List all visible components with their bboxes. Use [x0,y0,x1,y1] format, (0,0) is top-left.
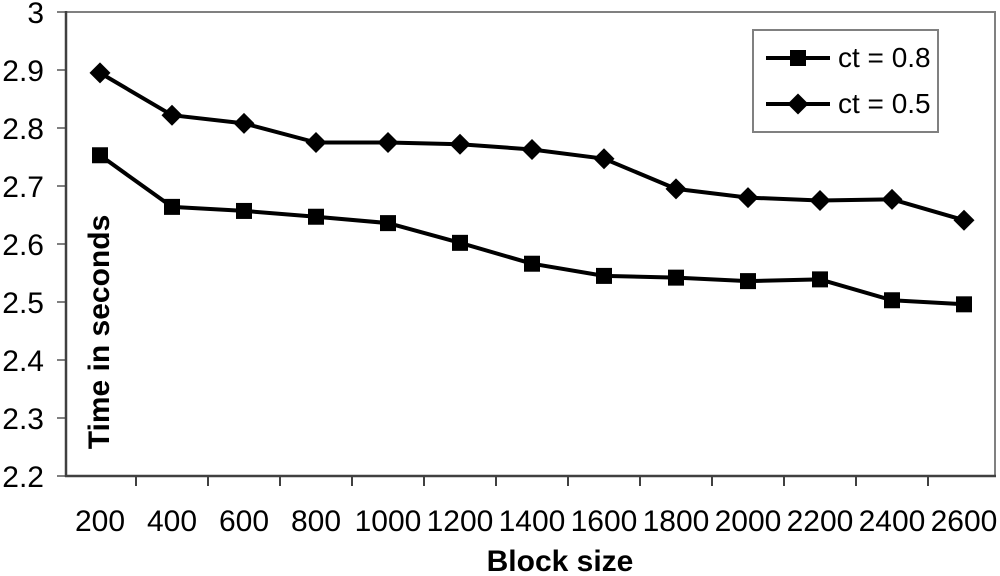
x-tick-label: 200 [75,505,125,538]
diamond-marker-icon [449,133,471,155]
x-tick-label: 2600 [931,505,998,538]
y-tick-label: 2.5 [2,287,44,320]
square-marker-icon [164,198,180,215]
x-tick-label: 1800 [643,505,710,538]
square-marker-icon [308,208,324,225]
y-tick-label: 2.6 [2,229,44,262]
square-marker-icon [790,50,806,66]
legend: ct = 0.8 ct = 0.5 [752,29,939,133]
x-tick-label: 1600 [571,505,638,538]
diamond-marker-icon [521,138,543,160]
square-marker-icon [596,267,612,284]
square-marker-icon [956,296,972,313]
diamond-marker-icon [233,112,255,134]
y-tick-label: 2.2 [2,461,44,494]
diamond-marker-icon [305,132,327,153]
square-marker-icon [812,271,828,288]
y-tick-label: 2.4 [2,345,44,378]
square-marker-icon [884,292,900,309]
square-marker-icon [668,269,684,286]
diamond-marker-icon [89,62,111,84]
square-marker-icon [740,273,756,290]
y-tick-label: 2.9 [2,55,44,88]
x-tick-label: 800 [291,505,341,538]
diamond-marker-icon [593,148,615,170]
x-tick-label: 2000 [715,505,782,538]
y-tick-label: 3 [27,0,44,30]
legend-item: ct = 0.5 [766,90,933,118]
diamond-marker-icon [665,178,687,200]
square-marker-icon [236,202,252,219]
square-marker-icon [92,147,108,164]
diamond-marker-icon [809,190,831,211]
x-axis-title: Block size [487,545,634,576]
diamond-marker-icon [787,93,809,115]
square-marker-icon [380,215,396,232]
diamond-marker-icon [881,188,903,210]
y-tick-label: 2.8 [2,113,44,146]
legend-sample-square-icon [766,50,830,66]
y-axis-title: Time in seconds [83,215,116,450]
x-tick-label: 600 [219,505,269,538]
y-tick-label: 2.7 [2,171,44,204]
legend-sample-diamond-icon [766,93,830,115]
legend-label: ct = 0.5 [838,88,931,119]
diamond-marker-icon [377,132,399,153]
legend-item: ct = 0.8 [766,44,933,72]
x-tick-label: 1400 [499,505,566,538]
y-tick-label: 2.3 [2,403,44,436]
diamond-marker-icon [737,187,759,209]
square-marker-icon [452,234,468,251]
square-marker-icon [524,255,540,272]
x-tick-label: 2400 [859,505,926,538]
x-tick-label: 400 [147,505,197,538]
legend-label: ct = 0.8 [838,42,931,73]
x-tick-label: 1000 [355,505,422,538]
diamond-marker-icon [161,104,183,126]
x-tick-label: 2200 [787,505,854,538]
x-tick-label: 1200 [427,505,494,538]
diamond-marker-icon [953,209,975,231]
